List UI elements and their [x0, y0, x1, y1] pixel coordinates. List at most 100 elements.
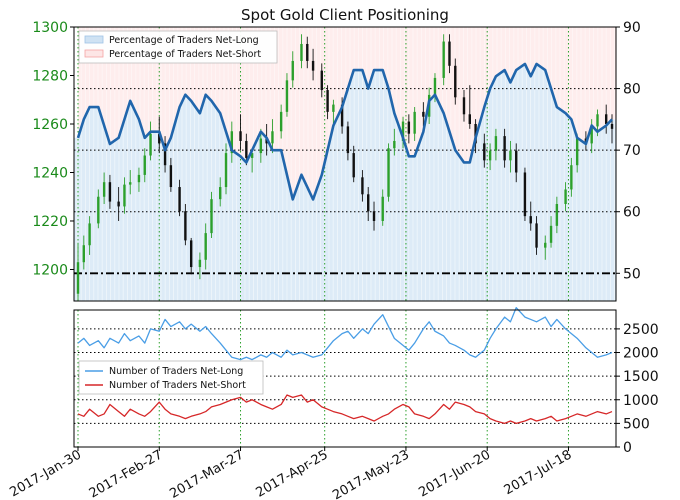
candle-body	[387, 148, 390, 197]
candle-body	[575, 138, 579, 166]
x-tick-label: 2017-Jan-30	[7, 447, 84, 500]
candle	[407, 114, 411, 144]
candle-body	[462, 97, 466, 115]
price-panel: 1200 1220 1240 1260 1280 1300 50 60 70 80 90 Perce…	[32, 20, 641, 302]
candle-body	[285, 80, 289, 112]
legend-swatch-net-long	[84, 35, 104, 44]
bottom-frame	[73, 309, 617, 448]
candle-body	[224, 153, 228, 188]
top-frame	[73, 26, 617, 302]
candle	[462, 90, 466, 122]
candle-body	[129, 182, 132, 185]
right-tick-label: 90	[623, 20, 641, 36]
candle-body	[265, 138, 268, 144]
candle-body	[250, 153, 254, 158]
candle-body	[219, 187, 222, 200]
left-tick-label: 1300	[32, 20, 68, 36]
x-tick-label: 2017-Apr-25	[254, 447, 331, 500]
left-tick-label: 1240	[32, 165, 68, 181]
candle-body	[137, 174, 141, 183]
trader-count-lines	[77, 306, 613, 425]
candle-body	[372, 211, 376, 221]
candle	[285, 73, 289, 117]
net-long-count-line	[77, 306, 613, 361]
candle	[279, 104, 283, 139]
candle	[393, 128, 396, 156]
candle	[219, 177, 222, 207]
candle-body	[259, 138, 263, 154]
candle-body	[169, 165, 173, 188]
candle-body	[311, 60, 315, 71]
candle	[300, 34, 303, 69]
candle	[123, 177, 126, 214]
candle	[555, 196, 559, 234]
candle-body	[149, 133, 152, 156]
candle	[82, 235, 86, 270]
candle	[346, 121, 350, 161]
candle-body	[163, 143, 167, 166]
bottom-axes: 0 500 1000 1500 2000 2500	[73, 309, 659, 456]
candle-body	[158, 133, 161, 144]
candle	[88, 216, 91, 255]
left-tick-label: 1280	[32, 68, 68, 84]
candle-body	[279, 111, 283, 132]
candle-body	[570, 165, 573, 190]
candle	[381, 189, 384, 226]
legend-box	[78, 30, 278, 64]
candle-body	[210, 199, 213, 234]
right-tick-label: 500	[623, 416, 650, 432]
candle-body	[117, 201, 120, 207]
candle	[564, 182, 567, 212]
candle-body	[271, 131, 274, 144]
candle-body	[239, 131, 242, 141]
candle	[549, 216, 553, 248]
candle	[448, 34, 451, 74]
right-tick-label: 50	[623, 266, 641, 282]
legend-swatch-net-short	[84, 49, 104, 58]
legend-label-net-long: Percentage of Traders Net-Long	[109, 35, 259, 46]
candle-body	[291, 60, 294, 81]
candle	[184, 204, 187, 246]
candle	[367, 187, 370, 221]
candle-body	[230, 131, 234, 154]
top-axes: 1200 1220 1240 1260 1280 1300 50 60 70 80 90	[32, 20, 641, 302]
candle	[468, 85, 471, 129]
candle	[143, 148, 146, 183]
candle-body	[549, 225, 553, 243]
candle	[494, 128, 498, 161]
candle-body	[76, 262, 80, 294]
candle	[488, 143, 492, 171]
candle-body	[204, 233, 207, 260]
candle	[76, 242, 80, 301]
candle-body	[483, 143, 486, 161]
candle-body	[413, 111, 416, 134]
candle	[352, 145, 355, 183]
candle-body	[381, 196, 384, 221]
candle	[129, 170, 132, 195]
candle-body	[332, 104, 335, 112]
left-tick-label: 1200	[32, 262, 68, 278]
candle	[224, 143, 228, 195]
candle-body	[596, 114, 599, 127]
candle	[163, 136, 167, 173]
candle-body	[367, 194, 370, 212]
candle	[535, 216, 538, 255]
candle	[529, 201, 532, 231]
candle	[108, 174, 112, 209]
candle	[210, 191, 213, 238]
candle	[372, 201, 376, 231]
candle-body	[306, 43, 309, 61]
legend-label-net-short: Percentage of Traders Net-Short	[109, 49, 261, 60]
candle-body	[515, 150, 518, 173]
candle-body	[82, 245, 86, 263]
net-long-series-line	[76, 62, 613, 201]
candle-body	[189, 240, 193, 268]
candle-body	[393, 140, 396, 149]
candle	[509, 140, 512, 173]
chart-title: Spot Gold Client Positioning	[241, 6, 449, 24]
candle-body	[88, 223, 91, 246]
candle	[604, 104, 608, 134]
candle	[117, 187, 120, 221]
candle-body	[523, 172, 527, 217]
